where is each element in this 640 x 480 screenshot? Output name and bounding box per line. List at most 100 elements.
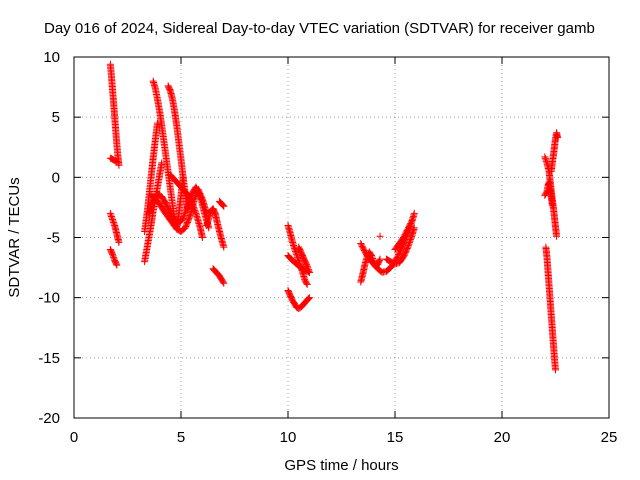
data-point [107,212,115,220]
data-point [115,238,123,246]
data-point [404,242,412,250]
data-points [106,60,562,374]
data-point [107,211,115,219]
data-point [408,217,416,225]
data-point [190,203,198,211]
data-point [108,214,116,222]
x-tick-label: 10 [280,429,297,446]
data-point [220,243,228,251]
data-point [115,161,123,169]
x-tick-label: 0 [70,429,78,446]
y-tick-label: 5 [52,109,60,126]
data-point [109,250,117,258]
data-point [303,262,311,270]
data-point [219,278,227,286]
data-point [408,233,416,241]
data-point [181,210,189,218]
data-point [148,200,156,208]
data-point [405,239,413,247]
data-point [294,253,302,261]
data-point [148,202,156,210]
axis-ticks: 0 5 10 15 20 25 -20 -15 -10 -5 0 5 10 [38,49,617,446]
data-point [113,261,121,269]
data-point [303,280,311,288]
data-point [198,234,206,241]
data-point [191,208,199,216]
data-point [405,240,413,248]
data-point [304,295,312,303]
data-point [552,366,559,374]
data-point [179,214,187,222]
data-point [182,207,190,215]
data-point [109,215,117,223]
data-point [180,211,188,219]
data-point [376,255,384,263]
chart-title: Day 016 of 2024, Sidereal Day-to-day VTE… [44,20,595,37]
data-point [410,209,418,217]
data-point [541,153,549,161]
data-point [305,268,313,276]
data-point [304,265,312,273]
series-sat-u [376,232,384,240]
data-point [110,253,118,261]
data-point [218,201,226,209]
data-point [220,202,228,210]
grid-lines [74,57,609,418]
data-point [404,243,412,251]
series-sat-v [382,224,418,268]
data-point [407,234,415,242]
series-sat-n [209,265,228,287]
data-point [304,264,312,272]
data-point [305,294,313,302]
x-tick-label: 25 [601,429,618,446]
series-sat-e [141,159,166,266]
data-point [303,279,311,287]
data-point [541,154,549,162]
data-point [219,201,227,209]
data-point [183,204,191,212]
series-sat-y [541,178,556,209]
y-tick-label: 0 [52,169,60,186]
data-point [109,252,117,260]
y-tick-label: -20 [38,410,60,427]
series-sat-c [106,209,123,246]
data-point [294,255,302,263]
series-sat-j [145,183,213,232]
series-sat-b [106,154,121,166]
data-point [188,199,196,207]
data-point [189,202,197,210]
x-tick-label: 20 [494,429,511,446]
y-tick-label: -10 [38,290,60,307]
data-point [554,134,562,142]
data-point [183,202,191,210]
series-sat-d [106,246,121,269]
data-point [110,218,118,226]
data-point [196,191,204,199]
x-tick-label: 15 [387,429,404,446]
data-point [112,157,120,165]
data-point [553,232,561,240]
data-point [147,205,155,213]
y-tick-label: -5 [47,230,60,247]
series-sat-aa [547,129,562,175]
data-point [145,209,153,217]
data-point [305,294,313,302]
data-point [189,200,197,208]
data-point [188,197,196,205]
series-sat-l [203,205,228,251]
data-point [181,208,189,216]
data-point [376,232,384,240]
data-point [145,208,153,216]
data-point [190,205,198,213]
series-sat-f [141,119,161,235]
data-point [110,220,118,228]
data-point [542,157,550,165]
series-sat-k [166,171,206,241]
x-axis-label: GPS time / hours [284,457,398,474]
data-point [112,260,120,268]
x-tick-label: 5 [177,429,185,446]
data-point [407,236,415,244]
data-point [106,209,114,217]
data-point [146,206,154,214]
data-point [403,245,411,253]
